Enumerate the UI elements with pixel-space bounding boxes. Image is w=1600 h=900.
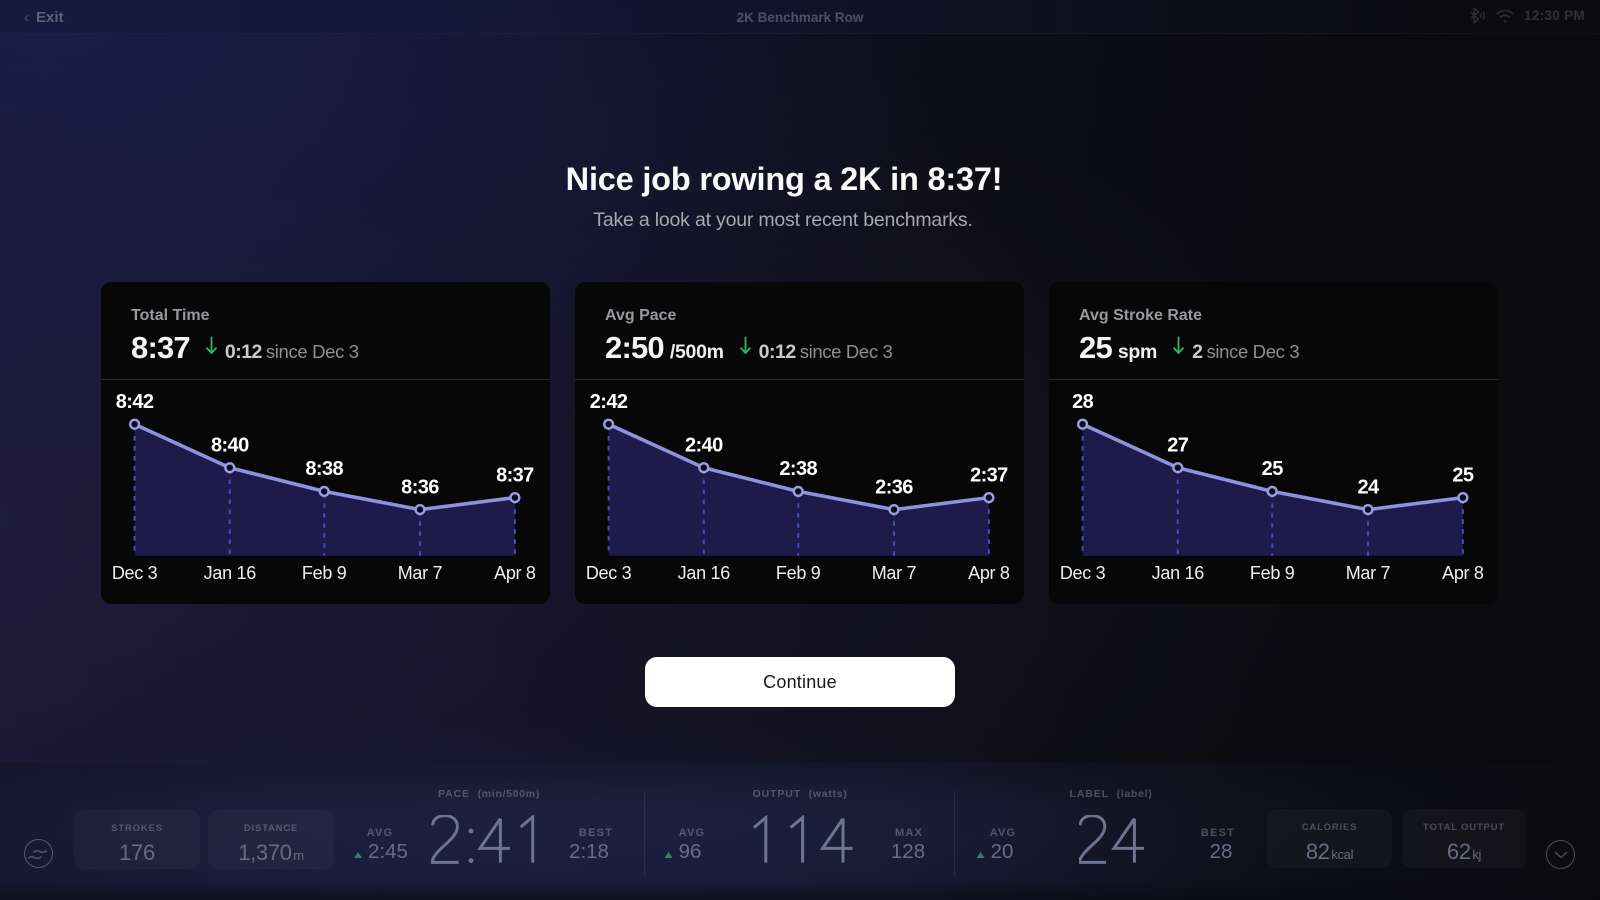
svg-text:Dec 3: Dec 3 — [586, 563, 632, 583]
svg-text:Mar 7: Mar 7 — [1346, 563, 1391, 583]
svg-text:2:37: 2:37 — [970, 465, 1008, 487]
svg-text:Jan 16: Jan 16 — [204, 563, 257, 583]
svg-text:8:37: 8:37 — [496, 465, 534, 487]
svg-text:Apr 8: Apr 8 — [494, 563, 536, 583]
svg-text:27: 27 — [1167, 435, 1189, 457]
svg-text:Feb 9: Feb 9 — [776, 563, 821, 583]
svg-text:2:36: 2:36 — [875, 477, 913, 499]
svg-text:28: 28 — [1072, 391, 1094, 413]
svg-text:2:40: 2:40 — [685, 435, 723, 457]
svg-text:8:36: 8:36 — [401, 477, 439, 499]
svg-text:Mar 7: Mar 7 — [398, 563, 443, 583]
svg-text:Apr 8: Apr 8 — [1442, 563, 1484, 583]
svg-text:8:38: 8:38 — [305, 458, 343, 480]
svg-text:8:42: 8:42 — [116, 391, 154, 413]
svg-text:Feb 9: Feb 9 — [302, 563, 347, 583]
svg-text:Jan 16: Jan 16 — [678, 563, 731, 583]
svg-text:2:38: 2:38 — [779, 458, 817, 480]
svg-text:8:40: 8:40 — [211, 435, 249, 457]
svg-text:24: 24 — [1357, 477, 1380, 499]
svg-text:Dec 3: Dec 3 — [1060, 563, 1106, 583]
svg-text:Apr 8: Apr 8 — [968, 563, 1010, 583]
svg-text:Jan 16: Jan 16 — [1152, 563, 1205, 583]
svg-text:Feb 9: Feb 9 — [1250, 563, 1295, 583]
svg-text:25: 25 — [1452, 465, 1474, 487]
svg-text:Mar 7: Mar 7 — [872, 563, 917, 583]
svg-text:25: 25 — [1262, 458, 1284, 480]
svg-text:2:42: 2:42 — [590, 391, 628, 413]
svg-text:Dec 3: Dec 3 — [112, 563, 158, 583]
